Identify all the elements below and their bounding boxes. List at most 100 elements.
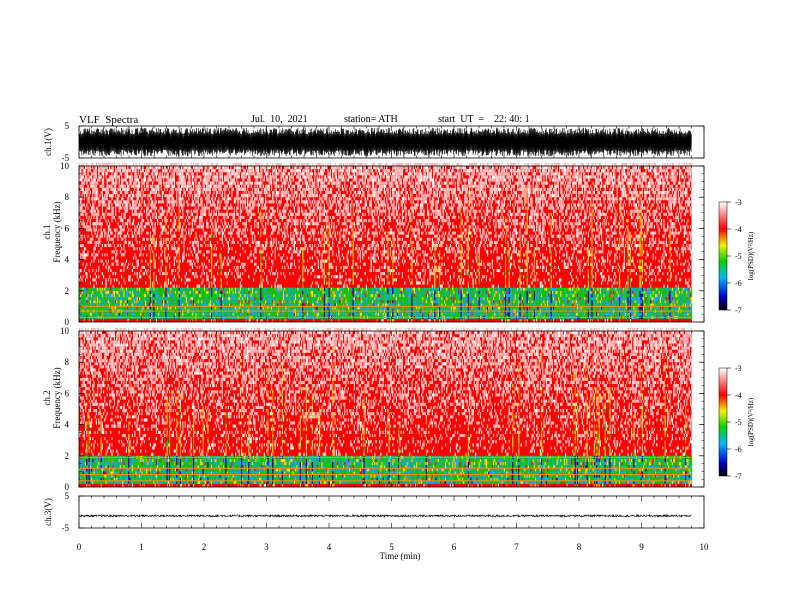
spectrogram-cell bbox=[110, 188, 111, 191]
spectrogram-cell bbox=[115, 191, 116, 194]
spectrogram-cell bbox=[139, 185, 140, 188]
spectrogram-cell bbox=[159, 166, 160, 169]
spectrogram-cell bbox=[123, 169, 124, 172]
spectrogram-cell bbox=[120, 313, 121, 316]
spectrogram-cell bbox=[85, 238, 86, 241]
spectrogram-cell bbox=[110, 278, 111, 281]
spectrogram-cell bbox=[95, 191, 96, 194]
spectrogram-cell bbox=[110, 238, 111, 241]
spectrogram-cell bbox=[121, 313, 122, 316]
spectrogram-cell bbox=[113, 175, 114, 178]
spectrogram-cell bbox=[128, 275, 129, 278]
spectrogram-cell bbox=[133, 222, 134, 225]
spectrogram-cell bbox=[103, 275, 104, 278]
spectrogram-cell bbox=[133, 169, 134, 172]
spectrogram-cell bbox=[117, 175, 118, 178]
spectrogram-cell bbox=[115, 219, 116, 222]
spectrogram-cell bbox=[91, 300, 92, 303]
spectrogram-cell bbox=[113, 285, 114, 288]
spectrogram-cell bbox=[119, 297, 120, 300]
spectrogram-cell bbox=[144, 163, 145, 166]
spectrogram-cell bbox=[90, 291, 91, 294]
spectrogram-cell bbox=[92, 288, 93, 291]
spectrogram-cell bbox=[146, 253, 147, 256]
spectrogram-cell bbox=[152, 225, 153, 228]
spectrogram-cell bbox=[119, 294, 120, 297]
spectrogram-cell bbox=[96, 300, 97, 303]
spectrogram-cell bbox=[140, 172, 141, 175]
spectrogram-cell bbox=[161, 253, 162, 256]
spectrogram-cell bbox=[131, 300, 132, 303]
spectrogram-cell bbox=[153, 213, 154, 216]
spectrogram-cell bbox=[125, 185, 126, 188]
spectrogram-cell bbox=[87, 163, 88, 166]
spectrogram-cell bbox=[147, 185, 148, 188]
spectrogram-cell bbox=[140, 288, 141, 291]
spectrogram-cell bbox=[164, 247, 165, 250]
spectrogram-cell bbox=[153, 266, 154, 269]
spectrogram-cell bbox=[134, 225, 135, 228]
spectrogram-cell bbox=[85, 172, 86, 175]
spectrogram-cell bbox=[109, 200, 110, 203]
spectrogram-cell bbox=[99, 235, 100, 238]
spectrogram-cell bbox=[151, 313, 152, 316]
spectrogram-cell bbox=[80, 207, 81, 210]
spectrogram-cell bbox=[90, 203, 91, 206]
spectrogram-cell bbox=[140, 163, 141, 166]
spectrogram-cell bbox=[125, 163, 126, 166]
spectrogram-cell bbox=[131, 182, 132, 185]
spectrogram-cell bbox=[135, 228, 136, 231]
spectrogram-cell bbox=[92, 235, 93, 238]
spectrogram-cell bbox=[91, 185, 92, 188]
spectrogram-cell bbox=[95, 210, 96, 213]
spectrogram-cell bbox=[141, 225, 142, 228]
spectrogram-cell bbox=[135, 213, 136, 216]
spectrogram-cell bbox=[155, 172, 156, 175]
spectrogram-cell bbox=[81, 238, 82, 241]
spectrogram-cell bbox=[110, 232, 111, 235]
spectrogram-cell bbox=[99, 222, 100, 225]
spectrogram-cell bbox=[161, 241, 162, 244]
spectrogram-cell bbox=[125, 194, 126, 197]
spectrogram-cell bbox=[83, 288, 84, 291]
spectrogram-cell bbox=[162, 207, 163, 210]
spectrogram-cell bbox=[162, 163, 163, 166]
spectrogram-cell bbox=[147, 163, 148, 166]
spectrogram-cell bbox=[162, 263, 163, 266]
spectrogram-cell bbox=[95, 247, 96, 250]
spectrogram-cell bbox=[153, 260, 154, 263]
spectrogram-cell bbox=[116, 172, 117, 175]
spectrogram-cell bbox=[123, 216, 124, 219]
spectrogram-cell bbox=[139, 216, 140, 219]
spectrogram-cell bbox=[111, 210, 112, 213]
spectrogram-cell bbox=[139, 272, 140, 275]
spectrogram-cell bbox=[109, 244, 110, 247]
spectrogram-cell bbox=[92, 269, 93, 272]
spectrogram-cell bbox=[141, 219, 142, 222]
spectrogram-cell bbox=[135, 194, 136, 197]
spectrogram-cell bbox=[91, 291, 92, 294]
spectrogram-cell bbox=[156, 253, 157, 256]
spectrogram-cell bbox=[92, 278, 93, 281]
spectrogram-cell bbox=[123, 278, 124, 281]
spectrogram-cell bbox=[102, 191, 103, 194]
spectrogram-cell bbox=[122, 291, 123, 294]
spectrogram-cell bbox=[107, 235, 108, 238]
spectrogram-cell bbox=[156, 241, 157, 244]
spectrogram-cell bbox=[163, 210, 164, 213]
spectrogram-cell bbox=[115, 313, 116, 316]
spectrogram-cell bbox=[128, 294, 129, 297]
spectrogram-cell bbox=[126, 291, 127, 294]
spectrogram-cell bbox=[152, 216, 153, 219]
spectrogram-cell bbox=[117, 200, 118, 203]
spectrogram-cell bbox=[152, 285, 153, 288]
spectrogram-cell bbox=[158, 210, 159, 213]
spectrogram-cell bbox=[135, 291, 136, 294]
spectrogram-cell bbox=[141, 260, 142, 263]
spectrogram-cell bbox=[144, 300, 145, 303]
spectrogram-cell bbox=[87, 235, 88, 238]
spectrogram-cell bbox=[108, 203, 109, 206]
spectrogram-cell bbox=[97, 213, 98, 216]
spectrogram-cell bbox=[128, 241, 129, 244]
spectrogram-cell bbox=[122, 238, 123, 241]
